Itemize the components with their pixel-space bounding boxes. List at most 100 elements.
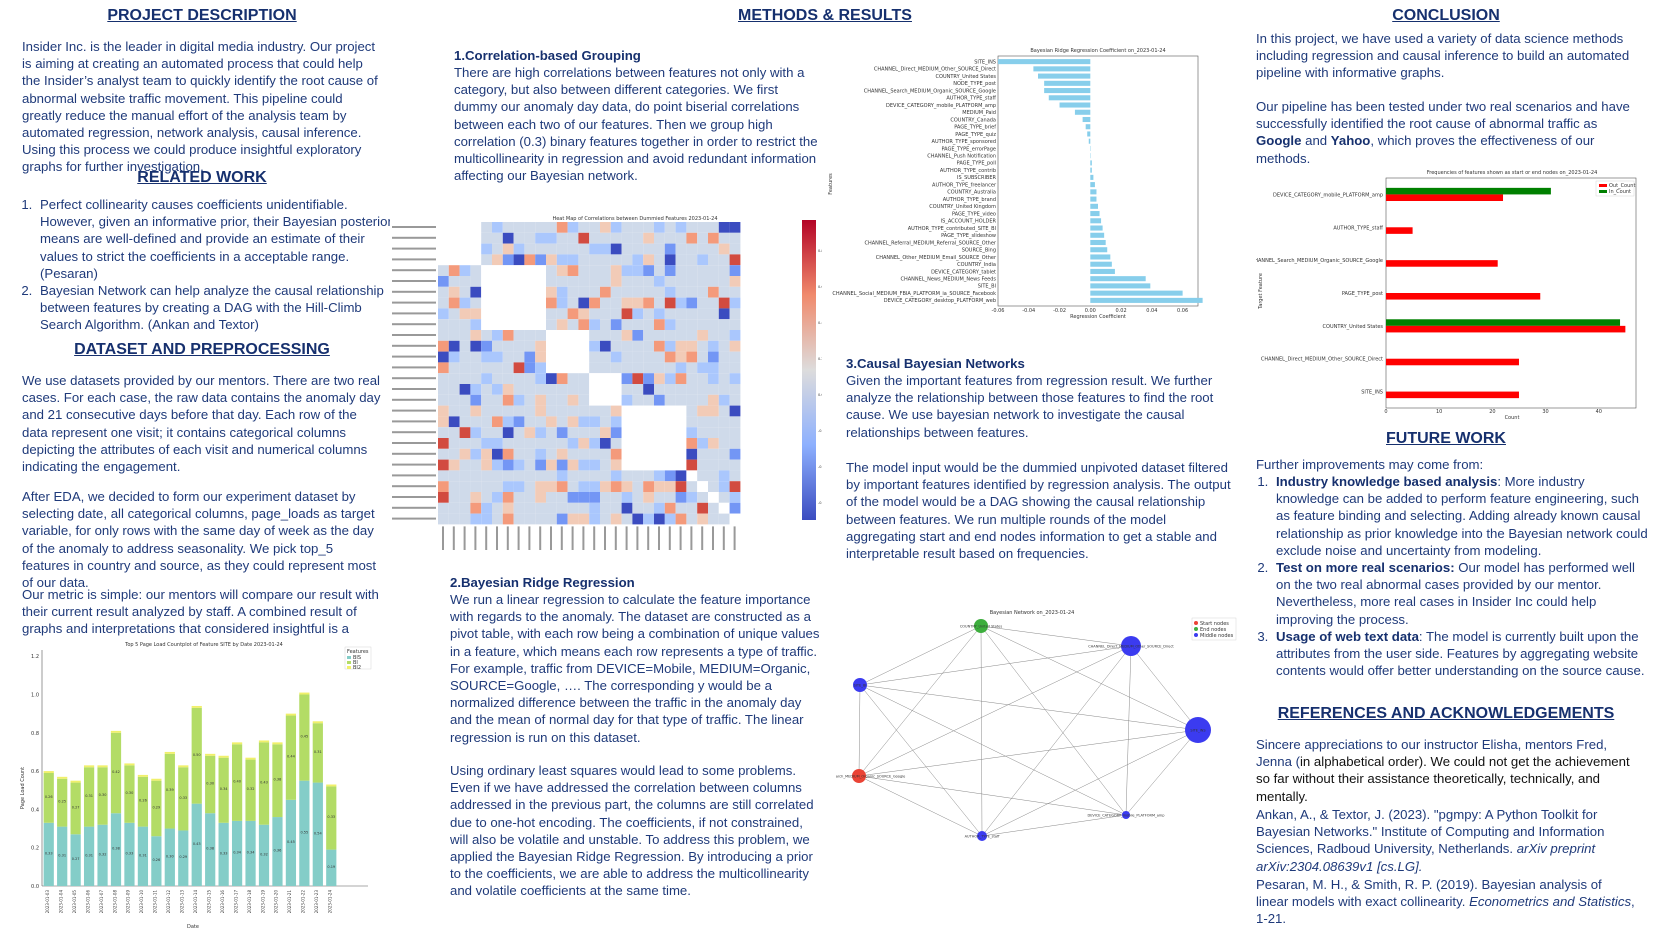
freq-y-label: Target Feature	[1258, 273, 1264, 310]
heatmap-cell	[514, 449, 525, 460]
heatmap-cell	[676, 352, 687, 363]
heatmap-col-label	[485, 526, 487, 550]
heatmap-cell	[503, 503, 514, 514]
heatmap-cell	[524, 244, 535, 255]
coef-bar	[1075, 110, 1090, 115]
heatmap-cell	[632, 276, 643, 287]
heatmap-cell	[535, 395, 546, 406]
heatmap-cell	[643, 298, 654, 309]
heatmap-cell	[622, 341, 633, 352]
heatmap-cell	[524, 362, 535, 373]
x-tick-label: 2023-01-18	[247, 890, 252, 914]
heatmap-cell	[460, 406, 471, 417]
bar-segment	[205, 754, 215, 756]
heatmap-cell	[708, 254, 719, 265]
heatmap-cell	[578, 341, 589, 352]
heatmap-cell	[600, 503, 611, 514]
heatmap-cell	[697, 244, 708, 255]
heatmap-cell	[492, 222, 503, 233]
heatmap-cell	[546, 449, 557, 460]
y-tick-label: 0.0	[31, 884, 39, 890]
heatmap-cell	[697, 373, 708, 384]
heatmap-col-label	[734, 526, 736, 550]
heatmap-cell	[676, 222, 687, 233]
heatmap-cell	[524, 298, 535, 309]
heatmap-cell	[557, 287, 568, 298]
heatmap-cell	[514, 330, 525, 341]
heatmap-cell	[578, 406, 589, 417]
reference-1: Ankan, A., & Textor, J. (2023). "pgmpy: …	[1256, 806, 1636, 875]
heatmap-cell	[708, 514, 719, 525]
heatmap-cell	[557, 265, 568, 276]
heatmap-cell	[568, 254, 579, 265]
heatmap-cell	[730, 298, 741, 309]
heatmap-cell	[611, 514, 622, 525]
heatmap-cell	[470, 449, 481, 460]
heatmap-cell	[622, 470, 633, 481]
heatmap-cell	[470, 222, 481, 233]
bar-value-label: 0.27	[72, 805, 80, 809]
heatmap-cell	[460, 384, 471, 395]
coef-feature-label: AUTHOR_TYPE_staff	[946, 96, 996, 102]
heatmap-cell	[697, 265, 708, 276]
method-2-paragraph-2: Using ordinary least squares would lead …	[450, 762, 822, 900]
heatmap-cell	[470, 416, 481, 427]
bar-value-label: 0.31	[58, 853, 66, 857]
heatmap-cell	[622, 276, 633, 287]
heatmap-cell	[460, 254, 471, 265]
heatmap-col-label	[442, 526, 444, 550]
heatmap-cell	[535, 330, 546, 341]
heatmap-cell	[719, 416, 730, 427]
heatmap-col-label	[690, 526, 692, 550]
heatmap-cell	[546, 514, 557, 525]
heatmap-cell	[503, 222, 514, 233]
heatmap-cell	[503, 341, 514, 352]
heatmap-cell	[470, 514, 481, 525]
heatmap-cell	[676, 514, 687, 525]
coef-bar	[1090, 298, 1202, 303]
freq-legend-in: In_Count	[1609, 189, 1631, 195]
heatmap-cell	[719, 438, 730, 449]
heatmap-cell	[589, 503, 600, 514]
coef-feature-label: IS_SUBSCRIBER	[957, 175, 997, 181]
heatmap-cell	[676, 319, 687, 330]
heatmap-cell	[514, 287, 525, 298]
heatmap-cell	[438, 233, 449, 244]
reference-2: Pesaran, M. H., & Smith, R. P. (2019). B…	[1256, 876, 1636, 928]
coef-feature-label: DEVICE_CATEGORY_tablet	[931, 269, 996, 275]
coef-x-label: Regression Coefficient	[1070, 314, 1126, 320]
heatmap-cell	[600, 395, 611, 406]
heatmap-cell	[557, 384, 568, 395]
heatmap-cell	[503, 373, 514, 384]
heatmap-cell	[719, 222, 730, 233]
heatmap-cell	[643, 330, 654, 341]
heatmap-cell	[600, 438, 611, 449]
heatmap-cell	[546, 319, 557, 330]
network-edge	[981, 626, 982, 836]
heatmap-cell	[557, 449, 568, 460]
chart-x-label: Date	[187, 924, 199, 930]
heatmap-cell	[622, 330, 633, 341]
heatmap-cell	[589, 416, 600, 427]
heatmap-cell	[481, 244, 492, 255]
heatmap-cell	[600, 492, 611, 503]
coef-feature-label: COUNTRY_India	[957, 262, 996, 268]
method-2-title: 2.Bayesian Ridge Regression	[450, 574, 635, 591]
heatmap-cell	[611, 276, 622, 287]
heatmap-cell	[697, 416, 708, 427]
dataset-heading: DATASET AND PREPROCESSING	[22, 341, 382, 359]
heatmap-cell	[557, 362, 568, 373]
heatmap-cell	[632, 460, 643, 471]
heatmap-cell	[492, 406, 503, 417]
heatmap-cell	[719, 514, 730, 525]
heatmap-cell	[481, 222, 492, 233]
heatmap-cell	[730, 330, 741, 341]
heatmap-cell	[449, 449, 460, 460]
heatmap-cell	[697, 222, 708, 233]
heatmap-col-label	[572, 526, 574, 550]
heatmap-cell	[470, 373, 481, 384]
freq-feature-label: PAGE_TYPE_post	[1342, 291, 1383, 297]
bar-value-label: 0.31	[314, 750, 322, 754]
bar-value-label: 0.32	[99, 852, 107, 856]
heatmap-cell	[643, 503, 654, 514]
